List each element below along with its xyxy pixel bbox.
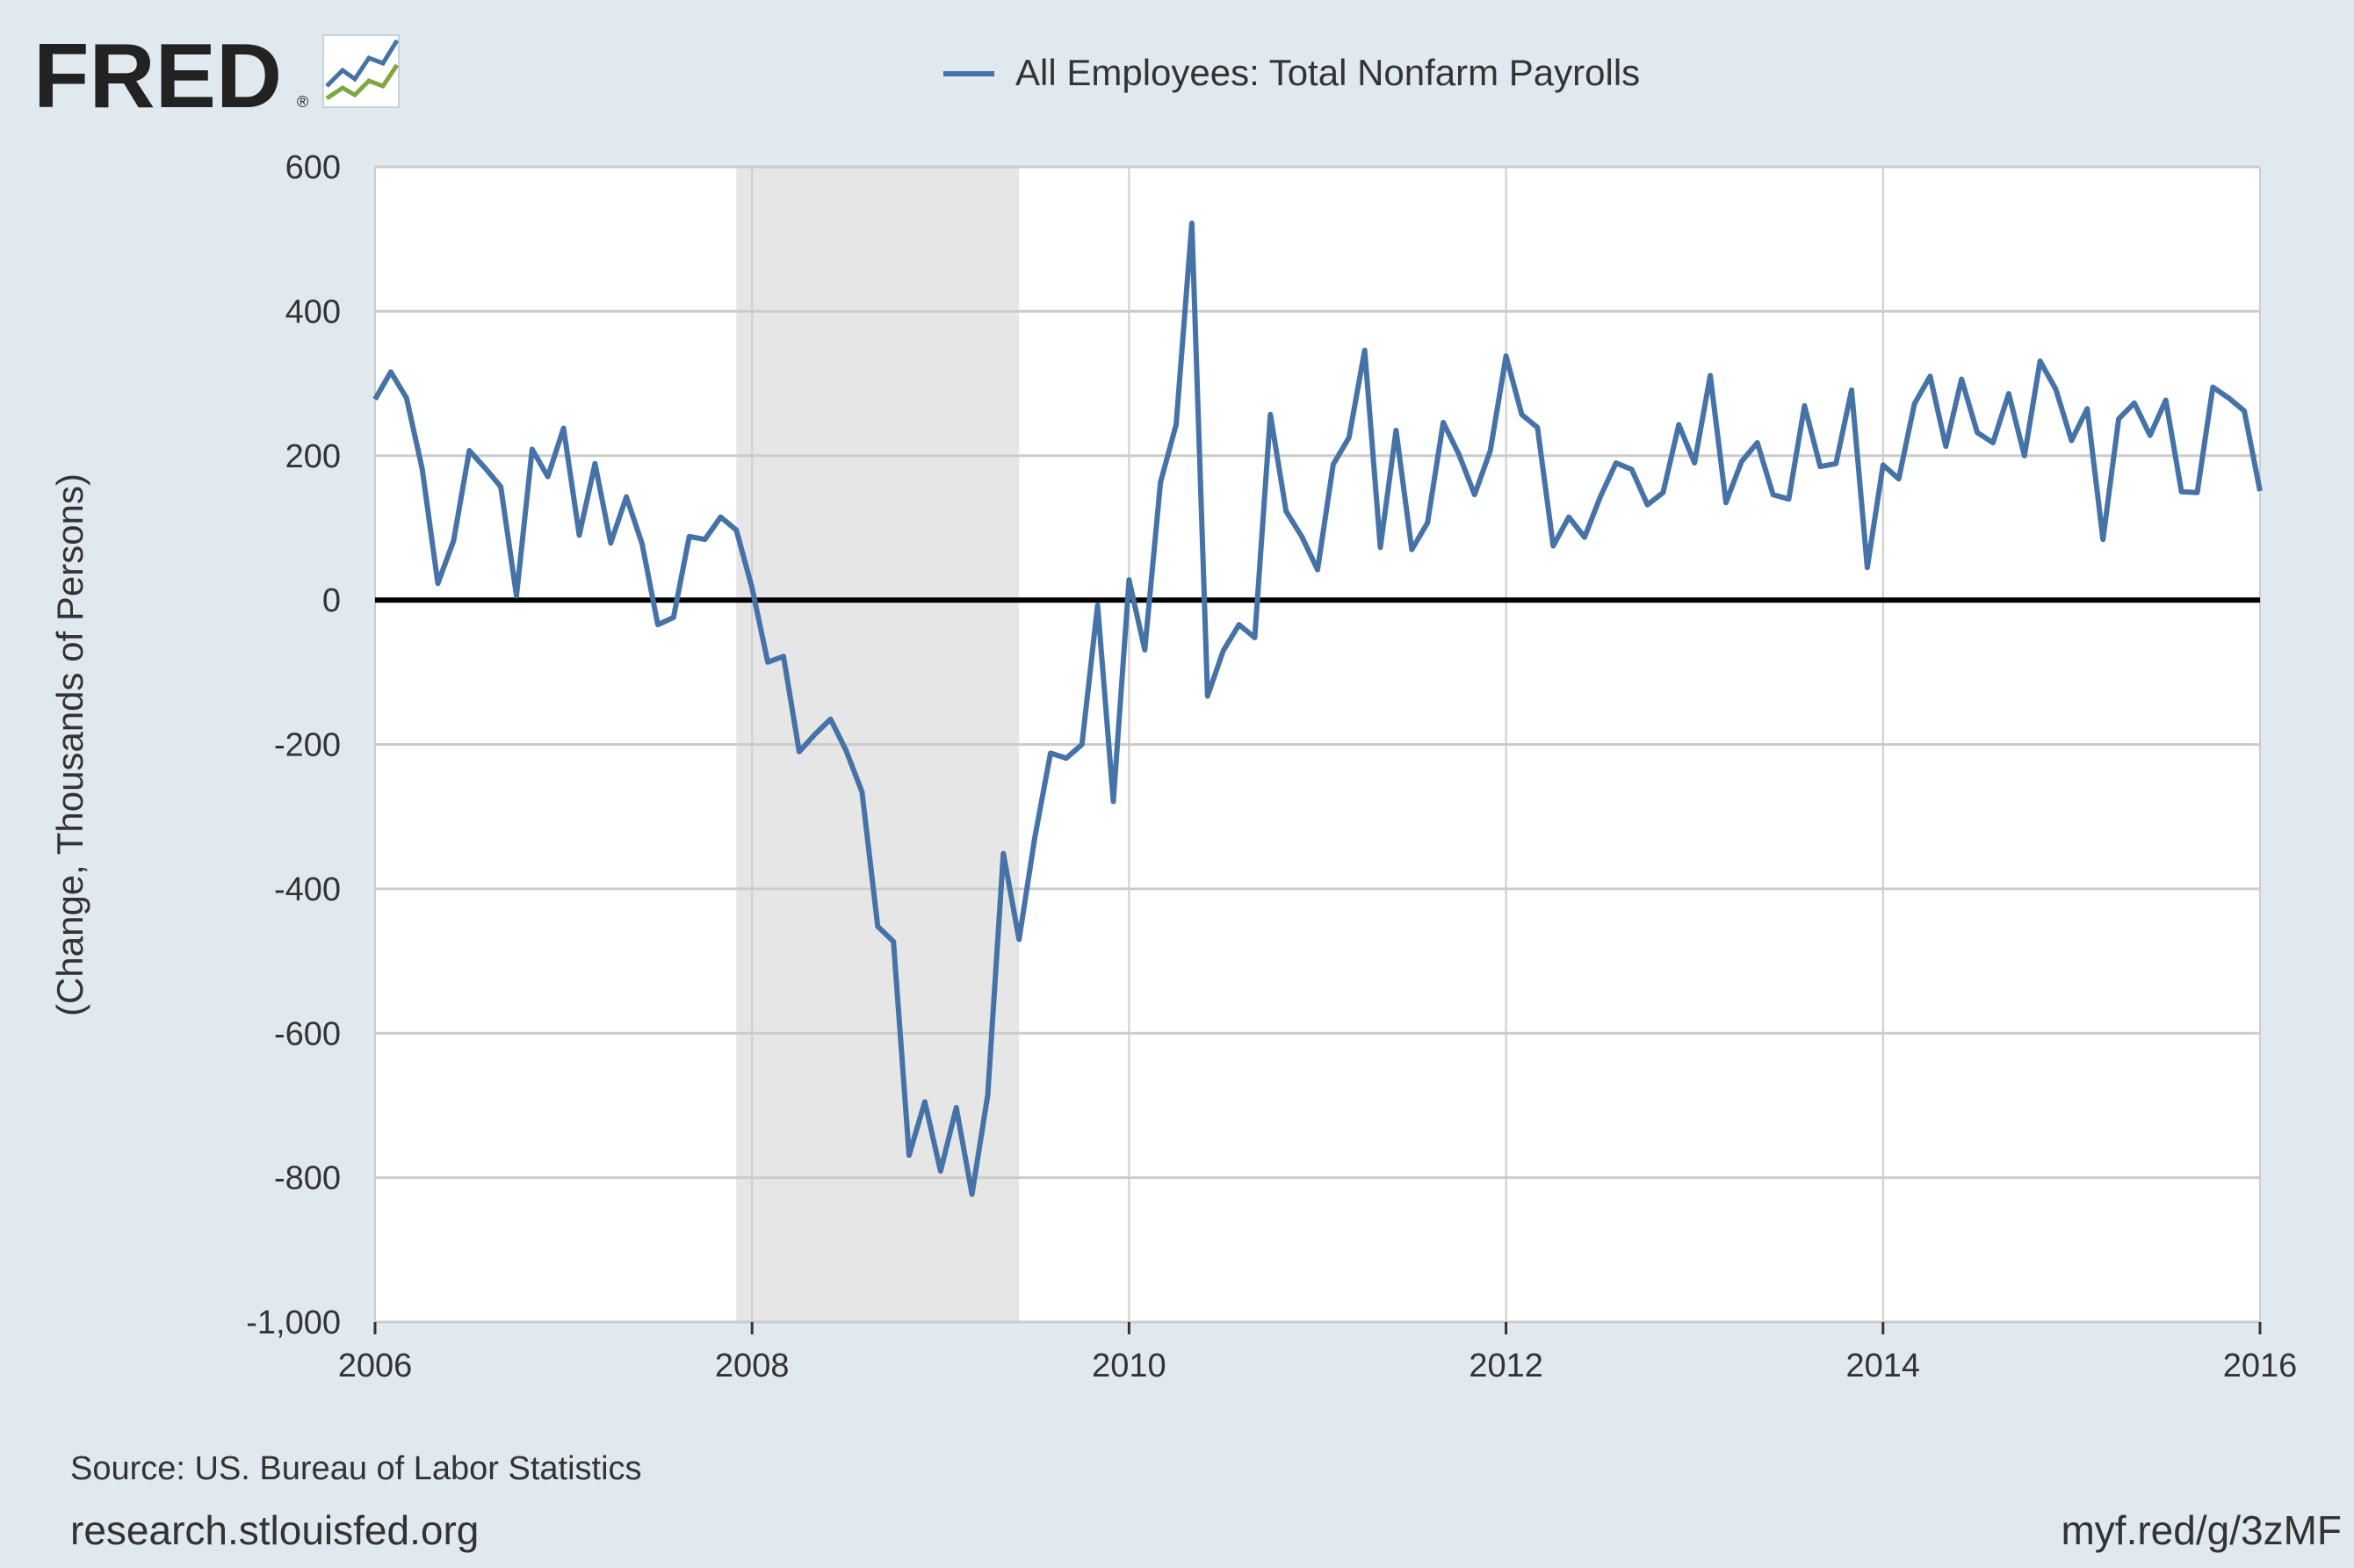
y-tick-label: -200 bbox=[274, 727, 341, 764]
x-tick-label: 2016 bbox=[2223, 1348, 2298, 1384]
y-axis-ticks: 600 400 200 0 -200 -400 -600 -800 -1,000 bbox=[246, 149, 341, 1341]
x-tick-label: 2010 bbox=[1092, 1348, 1166, 1384]
y-tick-label: -800 bbox=[274, 1160, 341, 1197]
y-axis-label: (Change, Thousands of Persons) bbox=[49, 473, 90, 1016]
x-tick-label: 2006 bbox=[338, 1348, 413, 1384]
y-tick-label: 0 bbox=[322, 582, 341, 619]
fred-logo-text: FRED bbox=[33, 25, 282, 127]
y-tick-label: -1,000 bbox=[246, 1304, 341, 1341]
x-axis-ticks: 2006 2008 2010 2012 2014 2016 bbox=[338, 1322, 2298, 1384]
site-link[interactable]: research.stlouisfed.org bbox=[70, 1507, 479, 1553]
y-tick-label: 600 bbox=[285, 149, 341, 186]
y-tick-label: 200 bbox=[285, 438, 341, 475]
x-tick-label: 2012 bbox=[1469, 1348, 1543, 1384]
y-tick-label: -600 bbox=[274, 1015, 341, 1052]
legend: All Employees: Total Nonfarm Payrolls bbox=[943, 52, 1640, 93]
y-tick-label: 400 bbox=[285, 293, 341, 330]
y-tick-label: -400 bbox=[274, 871, 341, 908]
short-link[interactable]: myf.red/g/3zMF bbox=[2061, 1507, 2342, 1553]
x-tick-label: 2008 bbox=[715, 1348, 790, 1384]
legend-label: All Employees: Total Nonfarm Payrolls bbox=[1015, 52, 1640, 93]
source-text: Source: US. Bureau of Labor Statistics bbox=[70, 1450, 642, 1487]
fred-logo-registered: ® bbox=[297, 93, 308, 111]
fred-logo: FRED ® bbox=[33, 25, 399, 127]
x-tick-label: 2014 bbox=[1846, 1348, 1921, 1384]
fred-logo-chart-icon bbox=[323, 35, 399, 107]
